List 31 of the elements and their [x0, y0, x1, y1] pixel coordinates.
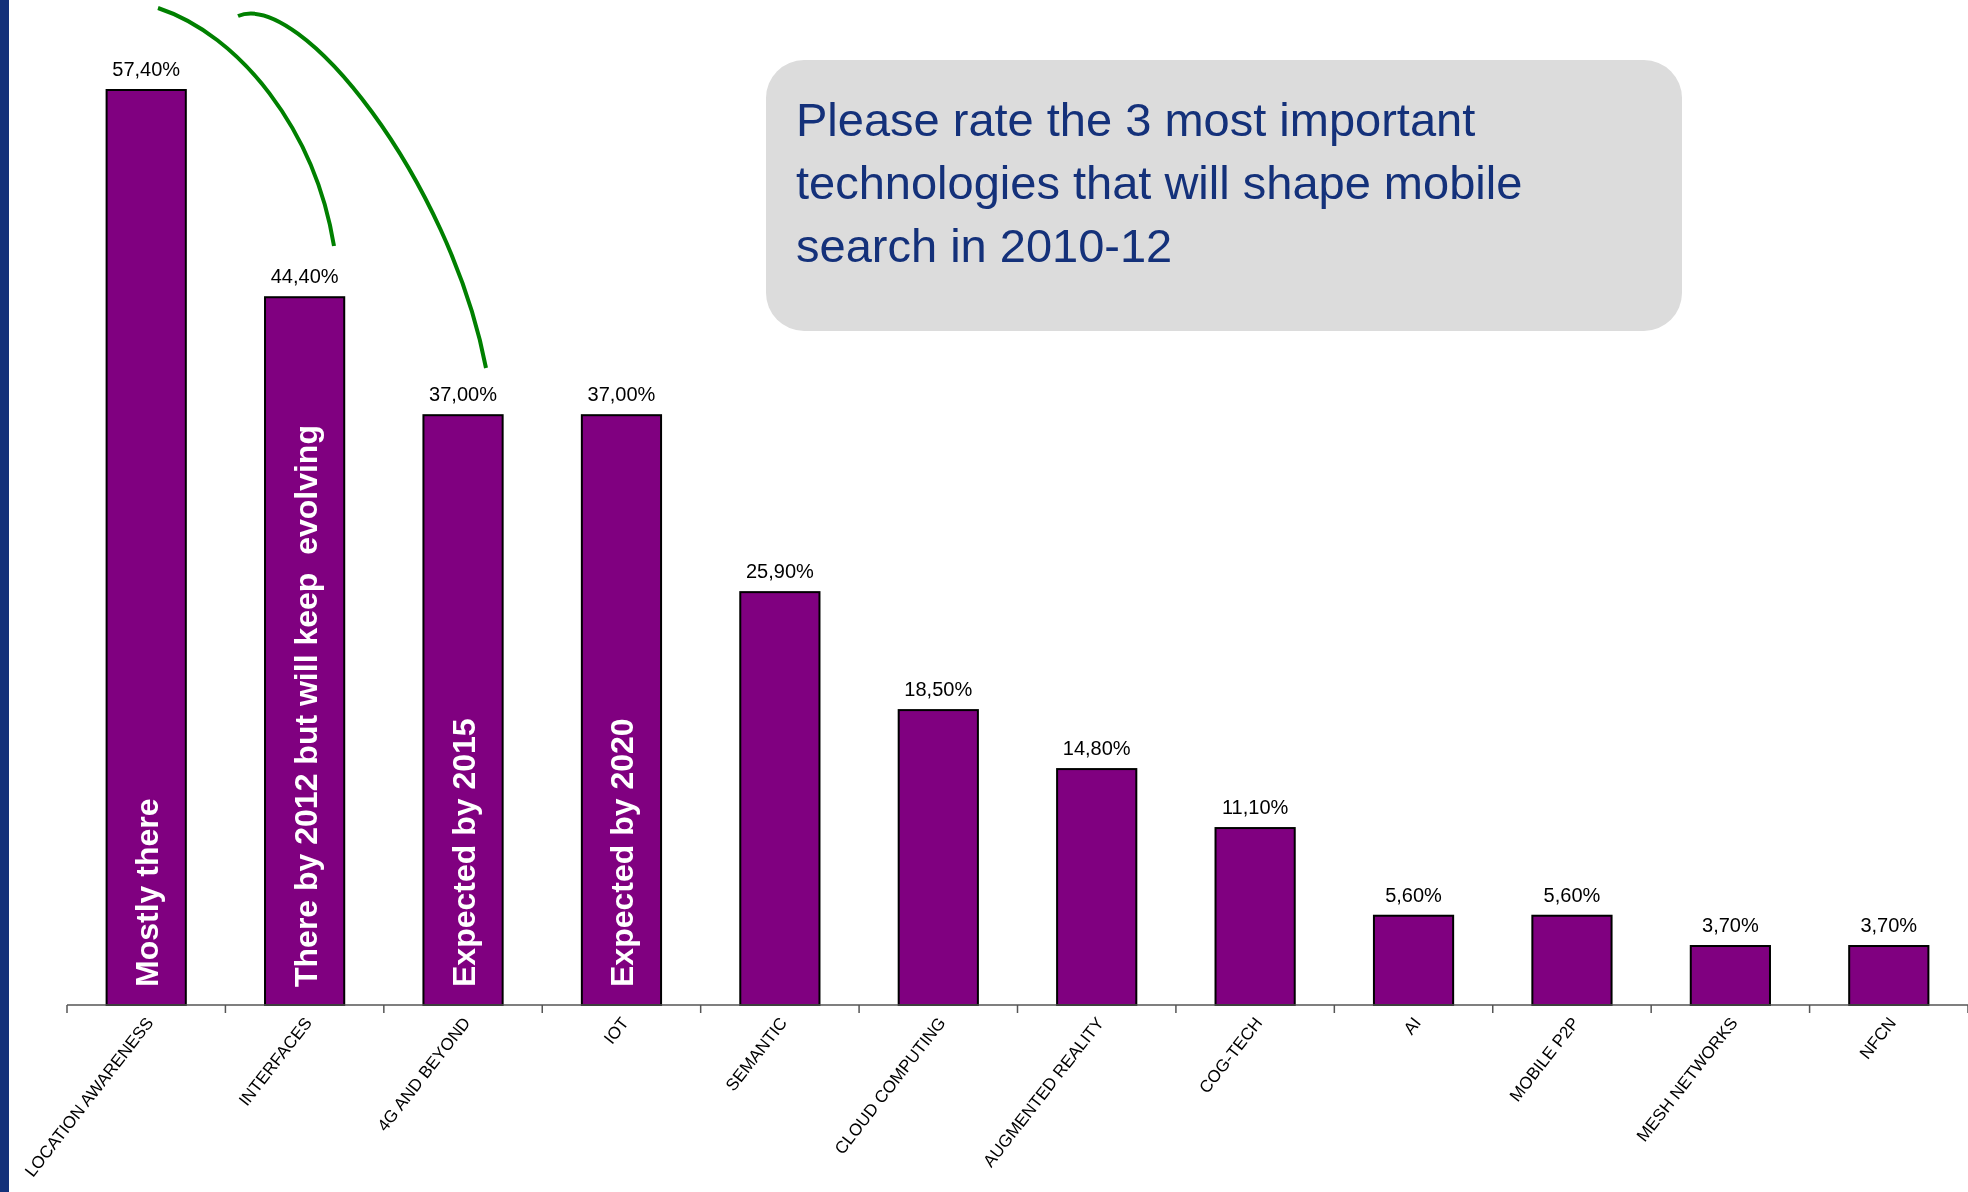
data-label: 3,70%: [1860, 914, 1918, 937]
data-label: 5,60%: [1385, 883, 1443, 906]
x-tick-label: IOT: [600, 1013, 633, 1048]
data-label: 44,40%: [270, 265, 339, 288]
bar: [1689, 945, 1771, 1006]
data-label: 3,70%: [1702, 914, 1759, 937]
bar: [1531, 914, 1613, 1006]
bar: [1848, 945, 1930, 1006]
data-label: 14,80%: [1062, 737, 1131, 760]
data-label: 37,00%: [587, 383, 656, 406]
bar: [105, 89, 187, 1006]
bar: [580, 414, 663, 1006]
bar: [1056, 768, 1138, 1006]
annotation: Expected by 2020: [604, 718, 641, 987]
bar: [897, 709, 979, 1006]
bar: [422, 414, 504, 1006]
annotation: Mostly there: [129, 798, 166, 987]
bar: [1372, 914, 1455, 1006]
data-label: 5,60%: [1543, 883, 1601, 906]
bar: [264, 296, 346, 1006]
data-label: 37,00%: [429, 383, 498, 406]
annotation: Expected by 2015: [446, 718, 483, 987]
annotation: Please rate the 3 most important technologies that will shape mobile search in 2010-12: [796, 92, 1524, 274]
data-label: 25,90%: [745, 560, 814, 583]
bar: [739, 591, 821, 1006]
x-tick-label: AI: [1399, 1013, 1425, 1039]
bar: [1214, 827, 1296, 1006]
annotation: There by 2012 but will keep evolving: [287, 425, 324, 987]
data-label: 11,10%: [1221, 796, 1289, 819]
data-label: 18,50%: [904, 678, 973, 701]
data-label: 57,40%: [112, 58, 181, 80]
